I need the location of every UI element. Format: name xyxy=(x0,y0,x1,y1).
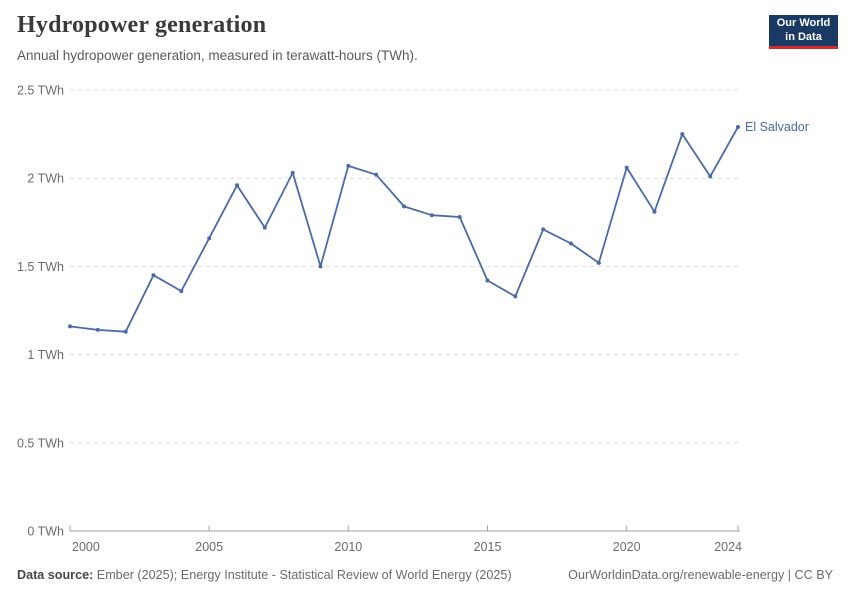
x-axis-label: 2015 xyxy=(474,540,502,554)
data-point[interactable] xyxy=(541,227,546,232)
x-axis-label: 2010 xyxy=(334,540,362,554)
chart-subtitle: Annual hydropower generation, measured i… xyxy=(17,48,418,63)
x-axis-label: 2020 xyxy=(613,540,641,554)
data-point[interactable] xyxy=(708,174,713,179)
data-point[interactable] xyxy=(346,163,351,168)
data-point[interactable] xyxy=(179,289,184,294)
data-point[interactable] xyxy=(207,236,212,241)
data-point[interactable] xyxy=(457,215,462,219)
y-axis-label: 0.5 TWh xyxy=(17,436,64,450)
y-axis-label: 1.5 TWh xyxy=(17,260,64,274)
owid-logo-line2: in Data xyxy=(785,30,822,43)
data-point[interactable] xyxy=(290,170,295,175)
data-point[interactable] xyxy=(235,183,239,188)
data-point[interactable] xyxy=(513,294,518,299)
data-point[interactable] xyxy=(68,324,72,329)
data-source: Data source: Ember (2025); Energy Instit… xyxy=(17,568,512,582)
data-source-label: Data source: xyxy=(17,568,94,582)
data-point[interactable] xyxy=(262,225,267,230)
y-axis-label: 1 TWh xyxy=(27,348,64,362)
x-axis-label: 2024 xyxy=(714,540,742,554)
y-axis-label: 2.5 TWh xyxy=(17,84,64,98)
line-series[interactable] xyxy=(69,126,739,333)
data-point[interactable] xyxy=(374,172,379,177)
data-point[interactable] xyxy=(485,278,490,283)
page-title: Hydropower generation xyxy=(17,12,267,38)
data-point[interactable] xyxy=(429,213,434,218)
y-axis-label: 2 TWh xyxy=(27,172,64,186)
y-axis-label: 0 TWh xyxy=(27,525,64,539)
chart-footer: Data source: Ember (2025); Energy Instit… xyxy=(17,568,833,582)
data-point[interactable] xyxy=(652,209,657,214)
data-point[interactable] xyxy=(95,327,100,332)
data-point[interactable] xyxy=(680,132,685,137)
data-point[interactable] xyxy=(318,264,323,269)
data-point[interactable] xyxy=(596,260,601,265)
chart-header: Hydropower generation Annual hydropower … xyxy=(17,12,418,63)
entity-label[interactable]: El Salvador xyxy=(745,120,809,134)
data-point[interactable] xyxy=(736,125,740,129)
data-point[interactable] xyxy=(569,241,573,246)
owid-logo[interactable]: Our World in Data xyxy=(769,15,838,49)
x-axis-label: 2000 xyxy=(72,540,100,554)
data-point[interactable] xyxy=(624,165,629,170)
owid-logo-line1: Our World xyxy=(776,16,831,29)
data-point[interactable] xyxy=(123,329,128,334)
footer-credit-link[interactable]: OurWorldinData.org/renewable-energy | CC… xyxy=(568,568,833,582)
data-point[interactable] xyxy=(151,273,156,278)
data-point[interactable] xyxy=(402,204,406,209)
data-source-text: Ember (2025); Energy Institute - Statist… xyxy=(93,568,512,582)
x-axis-label: 2005 xyxy=(195,540,223,554)
